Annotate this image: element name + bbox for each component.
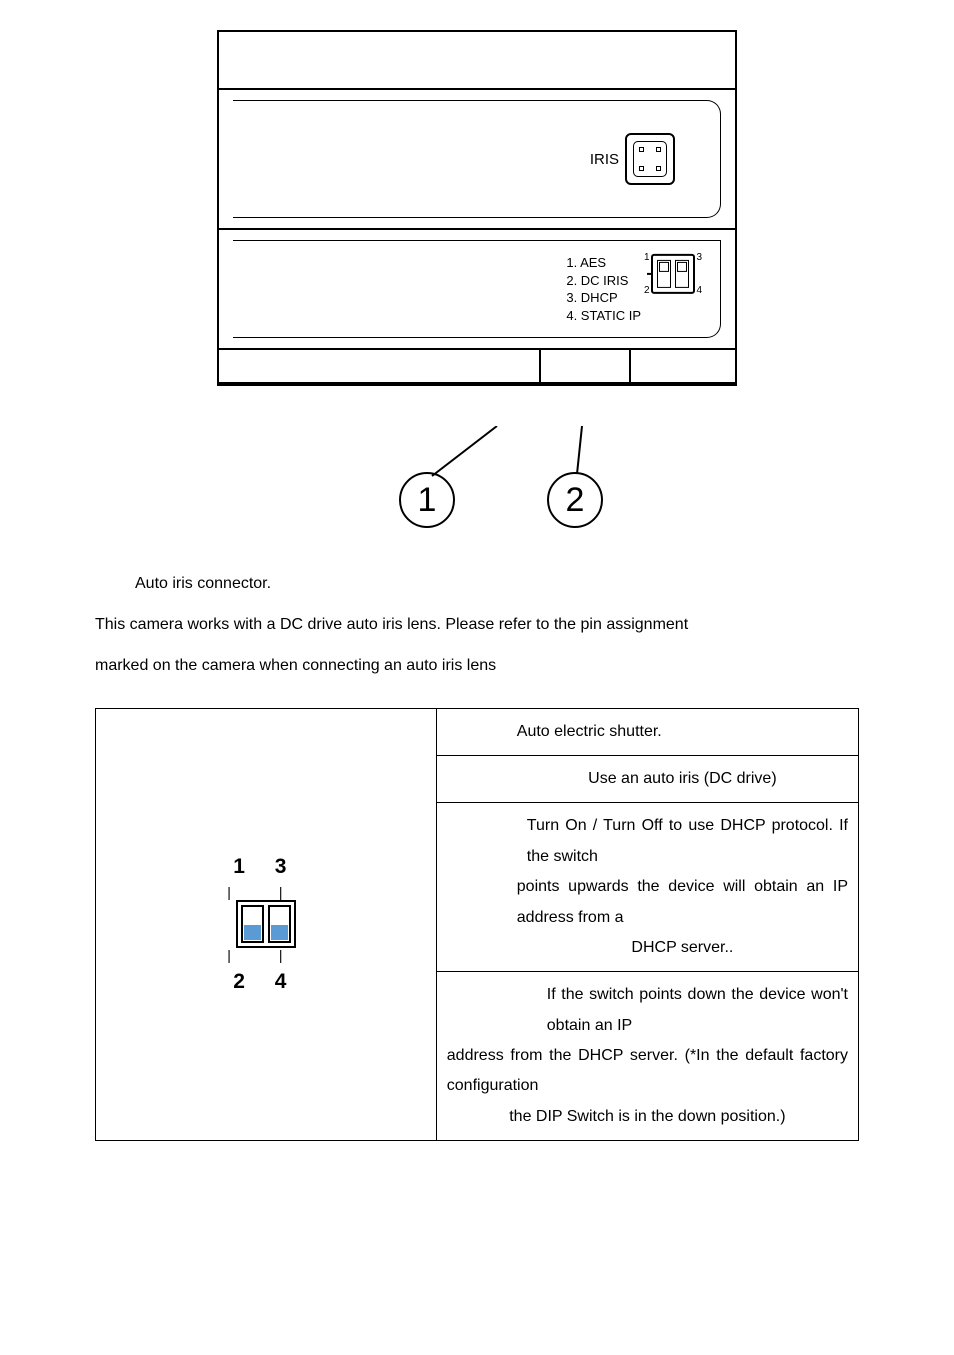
- dip-definition-table: 1 3 | | | | 2 4 Auto electric shutter. U…: [95, 708, 859, 1142]
- callout-circle-2: 2: [547, 472, 603, 528]
- callout-circle-1: 1: [399, 472, 455, 528]
- table-row-1: Auto electric shutter.: [436, 708, 858, 755]
- table-row-3: Turn On / Turn Off to use DHCP protocol.…: [436, 803, 858, 972]
- camera-side-diagram: IRIS 1. AES 2. DC IRIS 3. DHCP 4. STATIC…: [217, 30, 737, 386]
- callout-lines: [217, 426, 737, 536]
- iris-connector: IRIS: [590, 133, 675, 185]
- iris-label: IRIS: [590, 151, 619, 168]
- diagram-strip-top: [219, 32, 735, 90]
- callout-divider-1: [539, 350, 541, 382]
- body-line-1: Auto iris connector.: [95, 566, 859, 601]
- body-text: Auto iris connector. This camera works w…: [95, 566, 859, 684]
- dip-label-3: 3. DHCP: [566, 289, 641, 307]
- callout-divider-2: [629, 350, 631, 382]
- dip-labels: 1. AES 2. DC IRIS 3. DHCP 4. STATIC IP: [566, 254, 641, 324]
- diagram-container: IRIS 1. AES 2. DC IRIS 3. DHCP 4. STATIC…: [95, 30, 859, 386]
- body-line-3: marked on the camera when connecting an …: [95, 648, 859, 683]
- diagram-strip-iris: IRIS: [219, 90, 735, 230]
- callout-circles: 1 2: [217, 426, 737, 536]
- table-row-4: If the switch points down the device won…: [436, 972, 858, 1141]
- diagram-strip-dip: 1. AES 2. DC IRIS 3. DHCP 4. STATIC IP 1…: [219, 230, 735, 350]
- dip-switch-block: 1. AES 2. DC IRIS 3. DHCP 4. STATIC IP 1…: [566, 254, 695, 324]
- body-line-2: This camera works with a DC drive auto i…: [95, 607, 859, 642]
- iris-connector-icon: [625, 133, 675, 185]
- dip-label-1: 1. AES: [566, 254, 641, 272]
- dip-big-top: 1 3: [227, 847, 304, 887]
- diagram-strip-thin: [219, 350, 735, 384]
- dip-diagram-cell: 1 3 | | | | 2 4: [96, 708, 437, 1141]
- table-row-2: Use an auto iris (DC drive): [436, 755, 858, 802]
- dip-big-switch-icon: [236, 900, 296, 948]
- dip-big-bot: 2 4: [227, 962, 304, 1002]
- dip-big-icon: 1 3 | | | | 2 4: [227, 847, 304, 1001]
- dip-label-4: 4. STATIC IP: [566, 307, 641, 325]
- dip-switch-icon: 1 3 2 4: [651, 254, 695, 294]
- dip-label-2: 2. DC IRIS: [566, 271, 641, 289]
